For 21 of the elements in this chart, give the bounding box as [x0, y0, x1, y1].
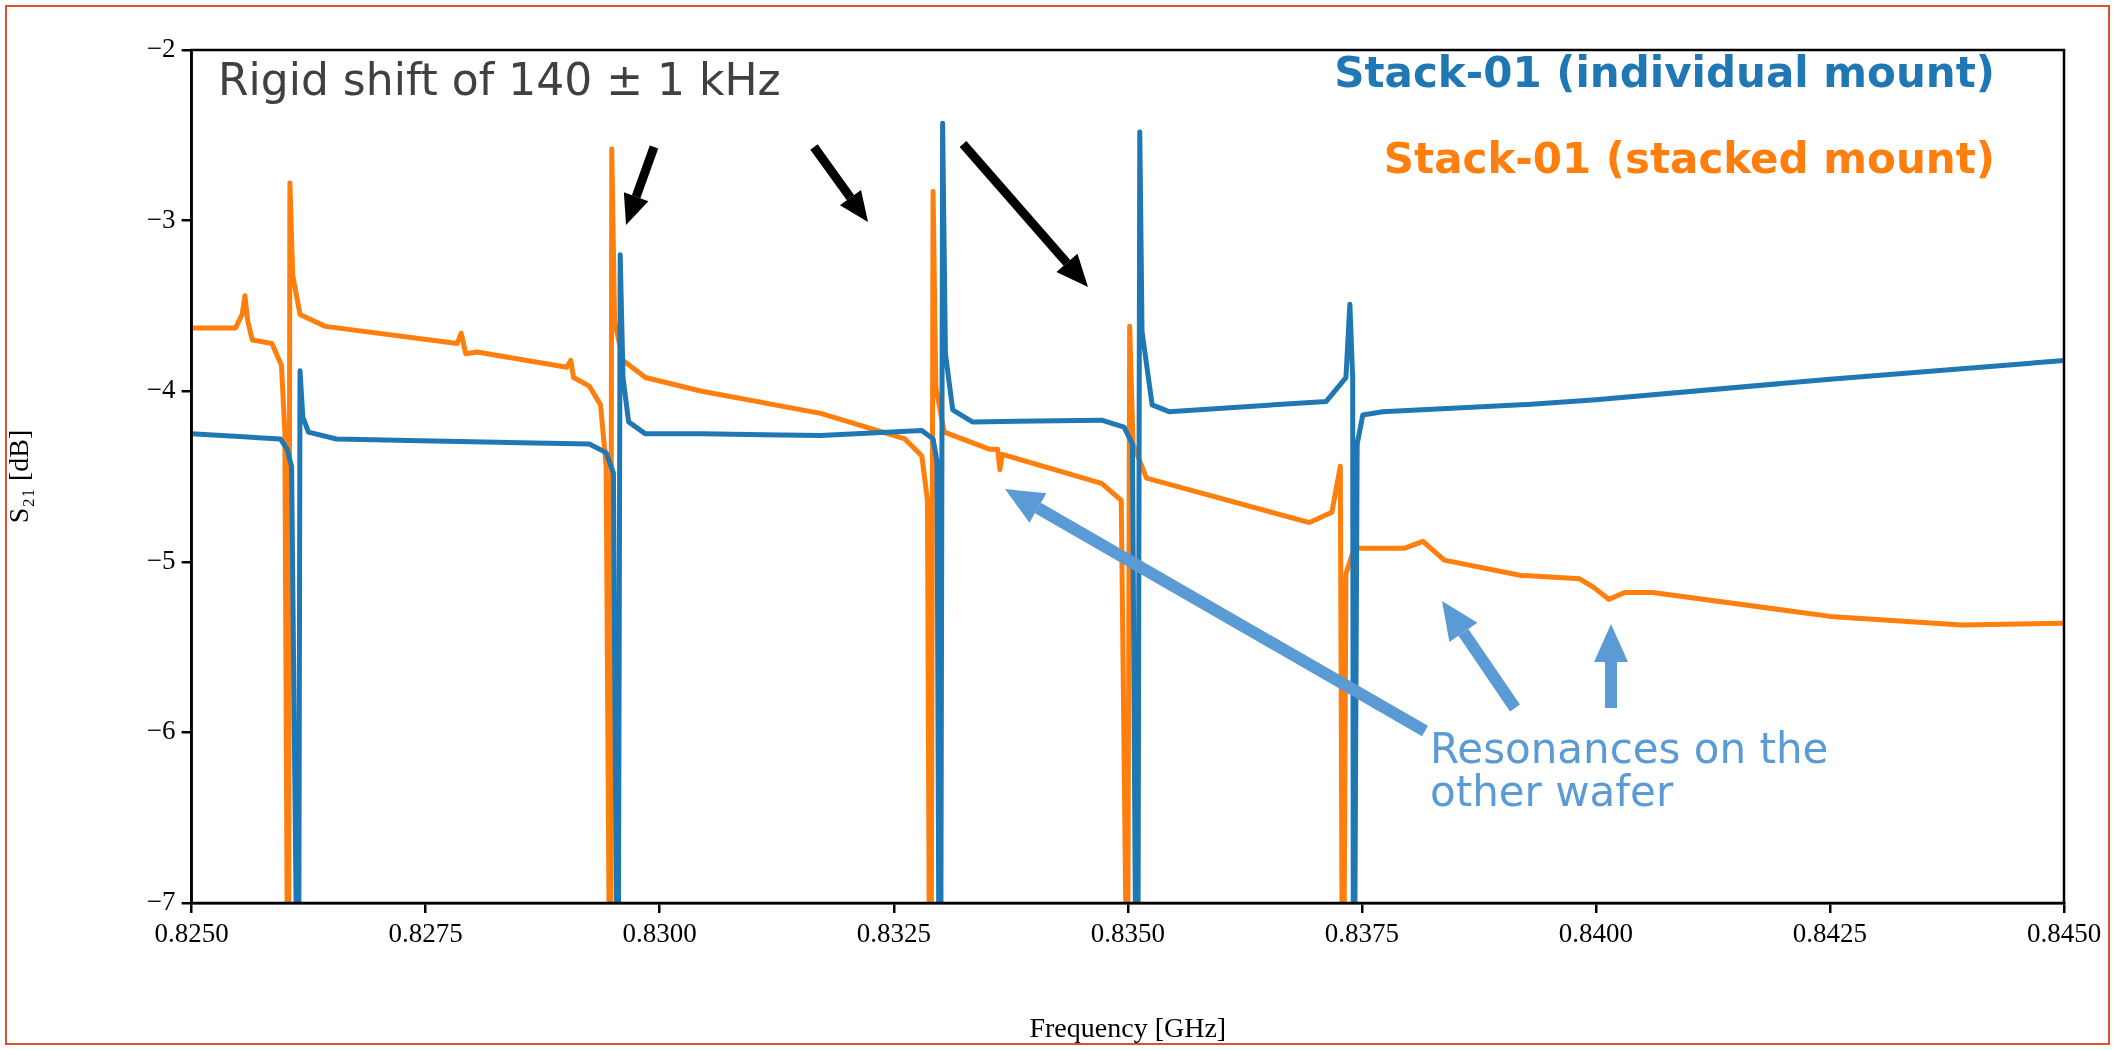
x-tick-label: 0.8250 [154, 918, 229, 949]
text: Stack-01 (stacked mount) [1383, 134, 1995, 183]
y-tick-label: −3 [146, 203, 176, 234]
x-tick-label: 0.8400 [1558, 918, 1634, 949]
y-tick-label: −4 [146, 374, 177, 405]
x-tick-label: 0.8425 [1792, 918, 1868, 949]
y-tick-label: −6 [146, 715, 176, 746]
text: Stack-01 (individual mount) [1334, 48, 1995, 97]
annotation: Rigid shift of 140 ± 1 kHz [218, 54, 782, 105]
y-axis-title: S₂₁ [dB] [3, 429, 35, 524]
annotation: Resonances on the other wafer [1430, 724, 1830, 816]
y-tick-label: −2 [146, 33, 176, 64]
x-tick-label: 0.8350 [1090, 918, 1165, 949]
x-tick-label: 0.8275 [388, 918, 463, 949]
y-tick-label: −5 [146, 544, 176, 575]
y-tick-label: −7 [146, 886, 176, 917]
x-tick-label: 0.8300 [622, 918, 697, 949]
x-tick-label: 0.8450 [2026, 918, 2102, 949]
x-tick-label: 0.8375 [1324, 918, 1399, 949]
x-tick-label: 0.8325 [856, 918, 931, 949]
x-axis-title: Frequency [GHz] [1029, 1011, 1227, 1043]
